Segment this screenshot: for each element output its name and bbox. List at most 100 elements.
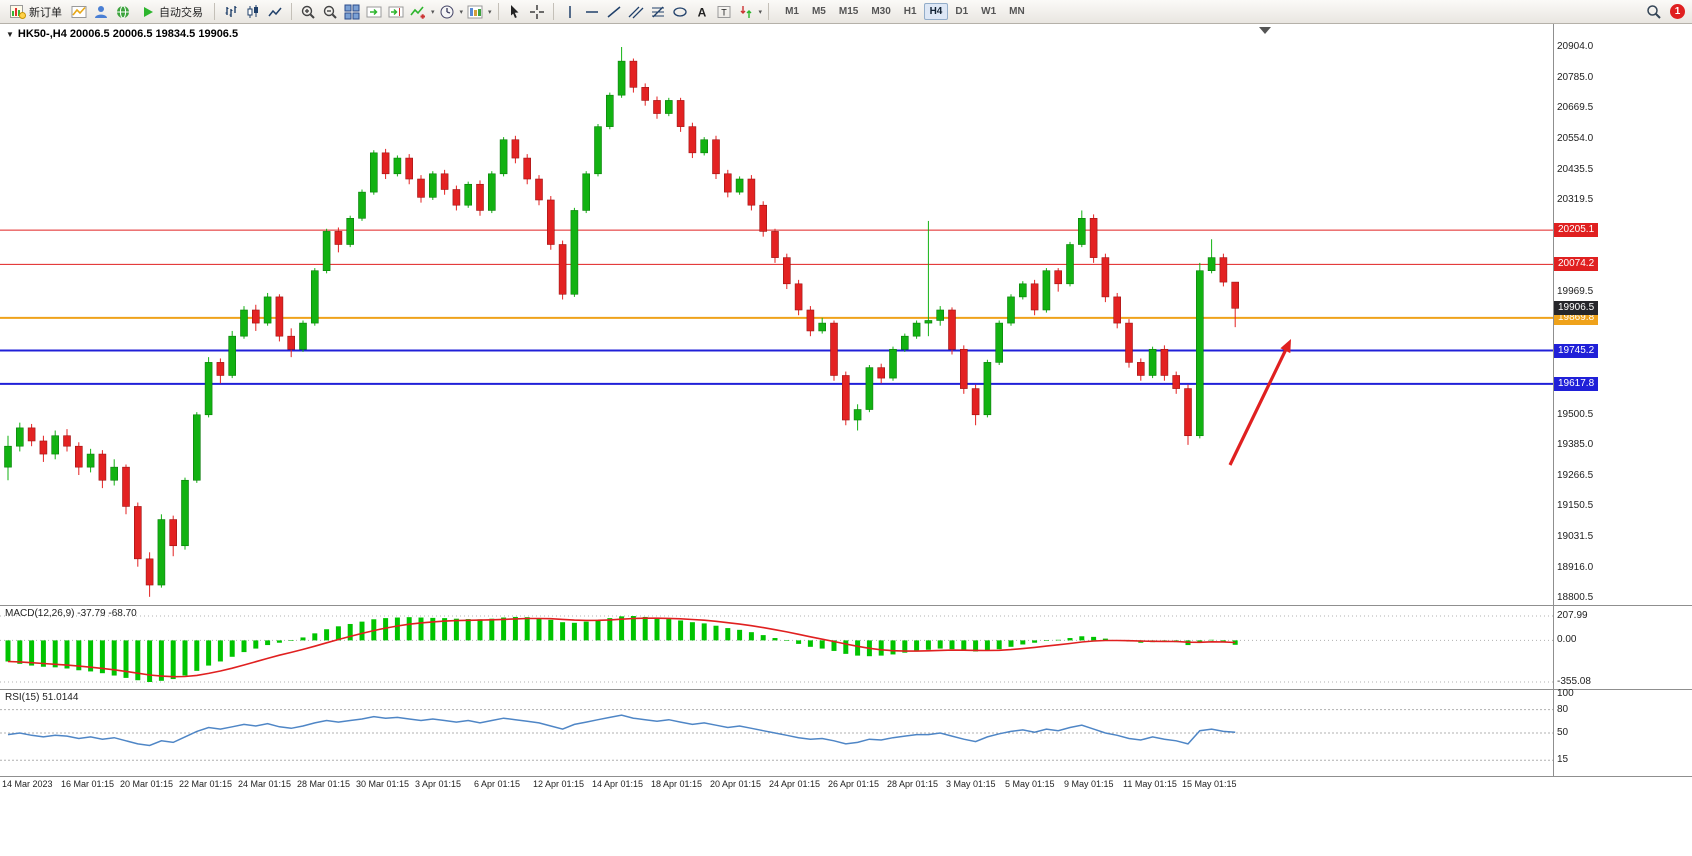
trendline-tool-icon[interactable] [604,2,624,22]
label-tool-icon[interactable]: T [714,2,734,22]
timeframe-button-m5[interactable]: M5 [811,6,826,17]
zoom-out-icon[interactable] [320,2,340,22]
toolbar: 新订单 自动交易 [0,0,1692,24]
new-order-icon [10,4,26,20]
chart-menu-icon[interactable]: ▼ [6,29,14,39]
vertical-line-tool-icon[interactable] [560,2,580,22]
timeframe-button-m1[interactable]: M1 [785,6,799,17]
time-axis-label: 30 Mar 01:15 [356,779,410,789]
templates-icon[interactable] [465,2,485,22]
horizontal-line-tool-icon[interactable] [582,2,602,22]
text-tool-icon[interactable]: A [692,2,712,22]
price-grid-label: 20554.0 [1557,132,1594,144]
line-chart-icon[interactable] [265,2,285,22]
separator [552,3,554,20]
time-axis-label: 12 Apr 01:15 [533,779,585,789]
bar-chart-icon[interactable] [221,2,241,22]
time-axis-label: 6 Apr 01:15 [474,779,521,789]
rsi-scale-label: 100 [1557,688,1574,699]
timeframe-toolbar: M1 M5 M15 M30 H1 H4 D1 W1 MN [779,3,1031,20]
timeframe-button-w1[interactable]: W1 [981,6,997,17]
arrows-tool-icon[interactable] [736,2,756,22]
time-axis-label: 26 Apr 01:15 [828,779,880,789]
price-grid-label: 19969.5 [1557,285,1594,297]
timeframe-button-m30[interactable]: M30 [871,6,891,17]
shapes-tool-icon[interactable] [670,2,690,22]
annotation-arrow [1228,350,1287,466]
timeframe-button-h4[interactable]: H4 [923,3,949,20]
chevron-down-icon[interactable]: ▾ [758,8,763,16]
time-axis-label: 15 May 01:15 [1182,779,1237,789]
search-icon[interactable] [1644,2,1664,22]
time-axis-label: 11 May 01:15 [1123,779,1177,789]
chart-shift-icon[interactable] [386,2,406,22]
separator [291,3,292,20]
price-grid-label: 18800.5 [1557,592,1594,603]
time-axis-label: 16 Mar 01:15 [61,779,115,789]
chart-title: ▼ HK50-,H4 20006.5 20006.5 19834.5 19906… [6,28,238,40]
time-axis-label: 5 May 01:15 [1005,779,1055,789]
price-badge-red: 20205.1 [1554,223,1599,238]
fibonacci-tool-icon[interactable] [648,2,668,22]
crosshair-icon[interactable] [527,2,547,22]
cursor-icon[interactable] [505,2,525,22]
time-axis-label: 9 May 01:15 [1064,779,1114,789]
timeframe-button-mn[interactable]: MN [1009,6,1025,17]
macd-scale-label: 0.00 [1557,634,1577,646]
time-axis-label: 3 Apr 01:15 [415,779,462,789]
new-order-button[interactable]: 新订单 [5,2,67,22]
channel-tool-icon[interactable] [626,2,646,22]
macd-indicator-chart[interactable] [0,606,1553,688]
time-axis-label: 28 Mar 01:15 [297,779,351,789]
timeframe-button-m15[interactable]: M15 [838,6,859,17]
time-axis-label: 20 Mar 01:15 [120,779,174,789]
symbol-ohlc-text: HK50-,H4 20006.5 20006.5 19834.5 19906.5 [17,28,239,40]
periods-clock-icon[interactable] [437,2,457,22]
price-grid-label: 19500.5 [1557,408,1594,420]
time-axis-label: 24 Apr 01:15 [769,779,821,789]
zoom-in-icon[interactable] [298,2,318,22]
market-watch-icon[interactable] [69,2,89,22]
price-grid-label: 19385.0 [1557,438,1594,450]
timeframe-button-h1[interactable]: H1 [903,6,917,17]
price-grid-label: 20785.0 [1557,72,1594,84]
new-order-label: 新订单 [29,6,62,19]
price-grid-label: 20435.5 [1557,163,1594,175]
time-axis-label: 24 Mar 01:15 [238,779,292,789]
macd-scale-label: 207.99 [1557,610,1588,621]
price-grid-label: 20319.5 [1557,194,1594,206]
rsi-scale-label: 15 [1557,754,1569,766]
auto-scroll-icon[interactable] [364,2,384,22]
community-icon[interactable] [113,2,133,22]
timeframe-button-d1[interactable]: D1 [955,6,969,17]
auto-trading-button[interactable]: 自动交易 [135,2,208,22]
notification-badge[interactable]: 1 [1670,4,1685,19]
chevron-down-icon[interactable]: ▾ [488,8,492,16]
separator [497,3,499,20]
price-badge-blue: 19745.2 [1554,343,1599,358]
rsi-indicator-chart[interactable] [0,690,1553,776]
price-badge-current: 19906.5 [1554,301,1599,316]
tile-windows-icon[interactable] [342,2,362,22]
chevron-down-icon[interactable]: ▾ [431,8,435,16]
time-axis-label: 28 Apr 01:15 [887,779,939,789]
rsi-scale-label: 50 [1557,727,1569,738]
time-axis-label: 18 Apr 01:15 [651,779,703,789]
price-grid-label: 19150.5 [1557,500,1594,512]
time-axis [0,776,1692,792]
svg-text:T: T [721,7,727,17]
indicators-icon[interactable] [408,2,428,22]
price-grid-label: 20669.5 [1557,102,1594,114]
time-axis-label: 20 Apr 01:15 [710,779,762,789]
time-axis-label: 22 Mar 01:15 [179,779,233,789]
rsi-label: RSI(15) 51.0144 [5,692,79,703]
accounts-icon[interactable] [91,2,111,22]
price-grid-label: 19266.5 [1557,469,1594,481]
chevron-down-icon[interactable]: ▾ [459,8,464,16]
candlestick-chart-icon[interactable] [243,2,263,22]
separator [768,3,770,20]
macd-label: MACD(12,26,9) -37.79 -68.70 [5,608,137,619]
candlestick-chart[interactable] [0,24,1553,605]
price-grid-label: 19031.5 [1557,531,1594,543]
